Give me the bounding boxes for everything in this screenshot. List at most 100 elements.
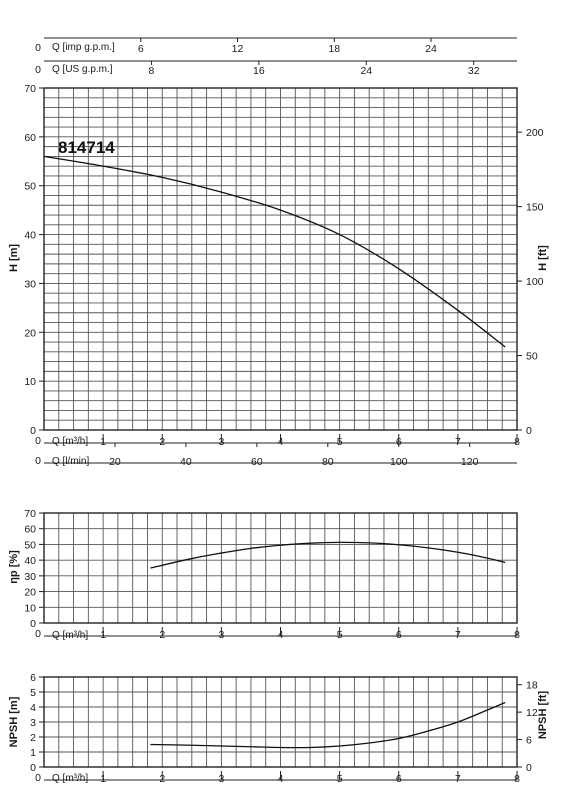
ytick-label: 60 <box>24 132 36 144</box>
ytick-right-label: 6 <box>526 735 532 747</box>
series-line <box>43 155 506 348</box>
ytick-label: 1 <box>30 747 36 759</box>
ytick-label: 6 <box>30 672 36 684</box>
efficiency-chart: 0 10 20 30 40 50 60 70 0 1 2 3 4 5 6 7 8 ηp [%] Q [m³/h] <box>8 508 520 641</box>
xtick-label: 8 <box>514 436 520 448</box>
head-grid <box>43 87 518 431</box>
xtick-label: 3 <box>218 629 224 641</box>
ytick-label: 50 <box>24 539 36 551</box>
efficiency-grid <box>43 512 518 624</box>
top-axis-origin: 0 <box>35 42 41 54</box>
xtick-label: 3 <box>218 773 224 785</box>
ytick-label: 0 <box>30 762 36 774</box>
xtick-label: 1 <box>100 436 106 448</box>
ytick-right-label: 50 <box>526 351 538 363</box>
efficiency-ticks: 0 10 20 30 40 50 60 70 0 1 2 3 4 5 6 7 8 <box>24 508 520 641</box>
ytick-label: 40 <box>24 230 36 242</box>
xtick-lmin-label: 20 <box>109 456 121 468</box>
pump-model-label: 814714 <box>58 138 115 157</box>
ytick-label: 30 <box>24 571 36 583</box>
plot-frame <box>43 87 518 431</box>
xtick-label: 2 <box>159 629 165 641</box>
top-axis-tick-label: 16 <box>253 65 265 77</box>
ytick-label: 5 <box>30 687 36 699</box>
xtick-label: 2 <box>159 773 165 785</box>
head-xlabel-lmin: Q [l/min] <box>52 456 89 467</box>
head-ylabel-right: H [ft] <box>537 245 549 271</box>
xtick-label: 1 <box>100 773 106 785</box>
npsh-ylabel-right: NPSH [ft] <box>537 691 549 740</box>
xtick-label: 3 <box>218 436 224 448</box>
ytick-right-label: 18 <box>526 680 538 692</box>
xtick-label: 1 <box>100 629 106 641</box>
ytick-label: 70 <box>24 508 36 520</box>
xtick-lmin-origin: 0 <box>35 455 41 467</box>
ytick-right-label: 100 <box>526 276 544 288</box>
top-axis-origin: 0 <box>35 64 41 76</box>
xtick-lmin-label: 100 <box>390 456 408 468</box>
xtick-label: 6 <box>396 773 402 785</box>
head-xlabel: Q [m³/h] <box>52 436 88 447</box>
xtick-label: 2 <box>159 436 165 448</box>
ytick-label: 10 <box>24 602 36 614</box>
ytick-label: 40 <box>24 555 36 567</box>
ytick-right-label: 0 <box>526 762 532 774</box>
xtick-label: 5 <box>337 436 343 448</box>
npsh-grid <box>43 676 518 768</box>
head-ylabel: H [m] <box>8 244 20 272</box>
ytick-right-label: 200 <box>526 127 544 139</box>
xtick-origin: 0 <box>35 628 41 640</box>
efficiency-ylabel: ηp [%] <box>8 550 20 584</box>
xtick-lmin-label: 40 <box>180 456 192 468</box>
ytick-label: 50 <box>24 181 36 193</box>
xtick-label: 8 <box>514 773 520 785</box>
top-flow-axes: 0 Q [imp g.p.m.] 6 12 18 24 0 Q [US g.p.m.] 8 16 2… <box>35 37 517 77</box>
xtick-label: 5 <box>337 773 343 785</box>
npsh-curve <box>150 701 506 749</box>
xtick-lmin-label: 80 <box>322 456 334 468</box>
efficiency-xlabel: Q [m³/h] <box>52 630 88 641</box>
npsh-ylabel: NPSH [m] <box>8 696 20 747</box>
ytick-right-label: 150 <box>526 202 544 214</box>
xtick-origin: 0 <box>35 772 41 784</box>
xtick-lmin-label: 60 <box>251 456 263 468</box>
ytick-label: 4 <box>30 702 36 714</box>
ytick-label: 60 <box>24 524 36 536</box>
ytick-label: 70 <box>24 83 36 95</box>
top-axis-label: Q [US g.p.m.] <box>52 64 113 75</box>
top-axis-tick-label: 8 <box>149 65 155 77</box>
top-axis-tick-label: 24 <box>360 65 372 77</box>
top-axis-tick-label: 12 <box>232 43 244 55</box>
ytick-label: 10 <box>24 376 36 388</box>
efficiency-curve <box>150 541 506 569</box>
ytick-label: 0 <box>30 618 36 630</box>
xtick-label: 7 <box>455 629 461 641</box>
top-axis-tick-label: 32 <box>468 65 480 77</box>
series-line <box>150 701 506 749</box>
top-axis-tick-label: 18 <box>328 43 340 55</box>
ytick-label: 2 <box>30 732 36 744</box>
top-axis-tick-label: 6 <box>138 43 144 55</box>
ytick-label: 3 <box>30 717 36 729</box>
ytick-label: 20 <box>24 327 36 339</box>
xtick-label: 4 <box>278 773 284 785</box>
ytick-label: 0 <box>30 425 36 437</box>
xtick-label: 5 <box>337 629 343 641</box>
xtick-label: 7 <box>455 773 461 785</box>
ytick-right-label: 12 <box>526 707 538 719</box>
xtick-origin: 0 <box>35 435 41 447</box>
ytick-right-label: 0 <box>526 425 532 437</box>
plot-frame <box>43 512 518 624</box>
xtick-label: 4 <box>278 436 284 448</box>
xtick-lmin-label: 120 <box>461 456 479 468</box>
top-axis-label: Q [imp g.p.m.] <box>52 42 115 53</box>
npsh-xlabel: Q [m³/h] <box>52 773 88 784</box>
xtick-label: 6 <box>396 436 402 448</box>
ytick-label: 30 <box>24 278 36 290</box>
head-curve <box>43 155 506 348</box>
xtick-label: 4 <box>278 629 284 641</box>
